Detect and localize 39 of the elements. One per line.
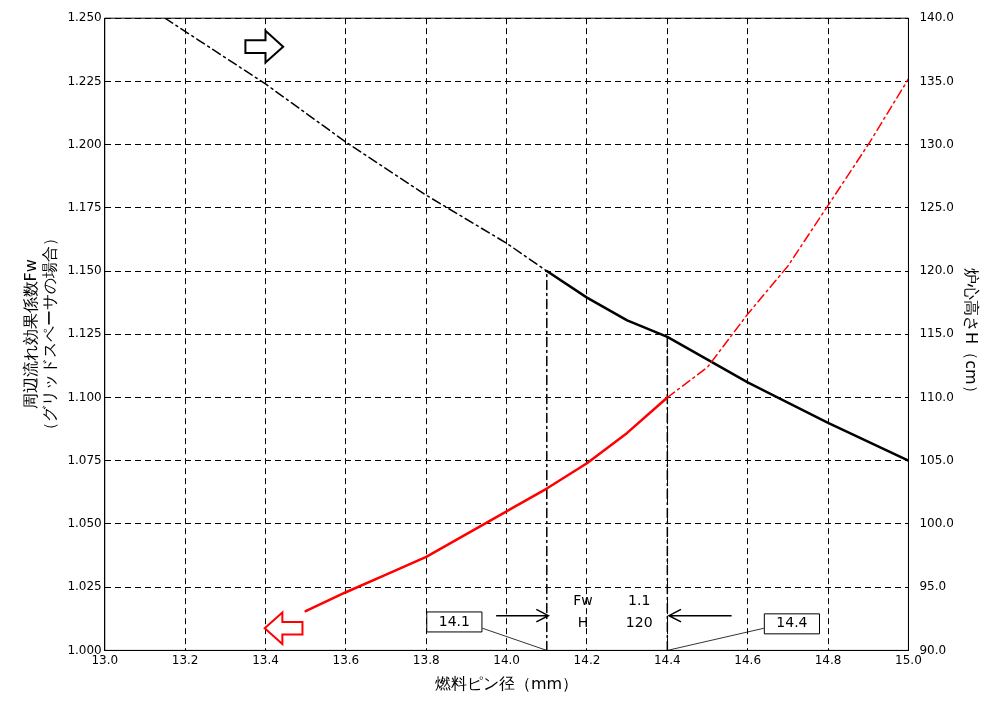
x-tick-label: 13.2 — [171, 652, 199, 667]
x-tick-label: 13.4 — [252, 652, 279, 667]
y2-tick-label: 100.0 — [919, 516, 954, 531]
y-tick-label: 1.175 — [67, 199, 102, 214]
y2-tick-label: 115.0 — [919, 326, 954, 341]
y-tick-label: 1.100 — [67, 389, 102, 404]
x-tick-label: 13.8 — [412, 652, 440, 667]
x-tick-label: 13.0 — [91, 652, 119, 667]
y-tick-label: 1.150 — [67, 263, 102, 278]
x-tick-label: 14.8 — [814, 652, 842, 667]
annotation: 1.1 — [628, 591, 651, 608]
y2-tick-label: 130.0 — [919, 136, 954, 151]
y2-tick-label: 110.0 — [919, 389, 954, 404]
annotation: 14.4 — [776, 614, 808, 631]
y2-axis-title: 炉心高さH（cm） — [962, 268, 982, 401]
y-tick-label: 1.025 — [67, 579, 102, 594]
y-tick-label: 1.075 — [67, 452, 102, 467]
y-axis-title: 周辺流れ効果係数Fw （グリッドスペーサの場合） — [20, 230, 59, 439]
x-tick-label: 14.6 — [734, 652, 762, 667]
annotation: 120 — [625, 614, 653, 631]
y2-tick-label: 135.0 — [919, 73, 954, 88]
y2-tick-label: 105.0 — [919, 452, 954, 467]
y-tick-label: 1.250 — [67, 10, 102, 25]
y2-tick-label: 140.0 — [919, 10, 954, 25]
y-tick-label: 1.200 — [67, 136, 102, 151]
x-axis-title: 燃料ピン径（mm） — [435, 673, 579, 693]
x-tick-label: 15.0 — [895, 652, 922, 667]
annotation: 14.1 — [438, 612, 470, 629]
y2-tick-label: 120.0 — [919, 263, 954, 278]
annotation: Fw — [573, 591, 593, 608]
y-tick-label: 1.050 — [67, 516, 102, 531]
x-tick-label: 13.6 — [332, 652, 360, 667]
x-tick-label: 14.0 — [493, 652, 520, 667]
x-tick-label: 14.2 — [573, 652, 601, 667]
x-tick-label: 14.4 — [653, 652, 681, 667]
y-tick-label: 1.125 — [67, 326, 102, 341]
y2-tick-label: 125.0 — [919, 199, 954, 214]
y-tick-label: 1.225 — [67, 73, 102, 88]
y2-tick-label: 95.0 — [919, 579, 947, 594]
